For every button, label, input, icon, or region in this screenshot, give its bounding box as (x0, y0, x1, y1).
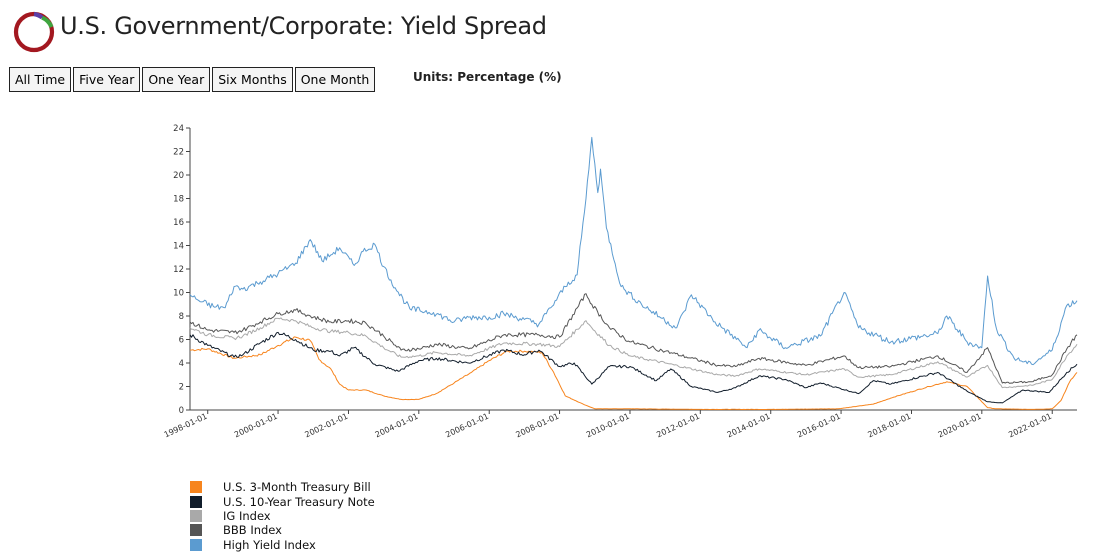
x-tick-label: 2022-01-01 (1007, 412, 1053, 440)
units-label: Units: Percentage (%) (413, 70, 562, 84)
y-tick-label: 22 (173, 148, 184, 158)
x-tick-label: 2014-01-01 (726, 412, 772, 440)
x-tick-label: 2004-01-01 (374, 412, 420, 440)
y-tick-label: 24 (173, 124, 184, 134)
range-button-all-time[interactable]: All Time (9, 67, 72, 92)
range-button-six-months[interactable]: Six Months (212, 67, 293, 92)
y-tick-label: 18 (173, 195, 184, 205)
legend-item: IG Index (190, 509, 375, 523)
x-tick-label: 1998-01-01 (163, 412, 209, 440)
y-tick-label: 16 (173, 218, 184, 228)
series-line (189, 317, 1078, 389)
time-range-buttons: All Time Five Year One Year Six Months O… (9, 67, 377, 92)
legend-item: U.S. 10-Year Treasury Note (190, 494, 375, 509)
series-line (189, 136, 1078, 366)
y-tick-label: 8 (179, 312, 184, 322)
legend-item: U.S. 3-Month Treasury Bill (190, 480, 375, 494)
logo-accent-purple (33, 11, 44, 20)
series-line (189, 331, 1078, 404)
chart-lines (189, 136, 1078, 410)
series-line (189, 336, 1078, 410)
x-tick-label: 2012-01-01 (655, 412, 701, 440)
x-tick-label: 2000-01-01 (233, 412, 279, 440)
page-title: U.S. Government/Corporate: Yield Spread (60, 12, 547, 40)
fred-logo-icon (13, 11, 55, 53)
y-tick-label: 6 (179, 336, 184, 346)
x-tick-label: 2010-01-01 (585, 412, 631, 440)
y-tick-label: 20 (173, 171, 184, 181)
x-tick-label: 2018-01-01 (866, 412, 912, 440)
legend-item: High Yield Index (190, 538, 375, 552)
x-tick-label: 2020-01-01 (937, 412, 983, 440)
x-tick-label: 2008-01-01 (514, 412, 560, 440)
chart-legend: U.S. 3-Month Treasury Bill U.S. 10-Year … (190, 480, 375, 552)
x-tick-label: 2006-01-01 (444, 412, 490, 440)
legend-swatch (190, 524, 202, 537)
range-button-five-year[interactable]: Five Year (73, 67, 141, 92)
logo-accent-green (41, 15, 54, 28)
legend-label: BBB Index (223, 523, 282, 538)
y-tick-label: 2 (179, 383, 184, 393)
legend-swatch (190, 481, 202, 494)
x-tick-label: 2002-01-01 (303, 412, 349, 440)
range-button-one-year[interactable]: One Year (142, 67, 211, 92)
legend-swatch (190, 495, 202, 508)
y-tick-label: 0 (179, 406, 184, 416)
legend-item: BBB Index (190, 523, 375, 537)
legend-label: IG Index (223, 508, 271, 523)
y-tick-label: 10 (173, 289, 184, 299)
legend-swatch (190, 538, 202, 551)
legend-label: High Yield Index (223, 537, 316, 552)
legend-label: U.S. 10-Year Treasury Note (223, 494, 375, 509)
y-tick-label: 4 (179, 359, 184, 369)
y-tick-label: 14 (173, 242, 184, 252)
legend-label: U.S. 3-Month Treasury Bill (223, 480, 371, 495)
y-tick-label: 12 (173, 265, 184, 275)
series-line (189, 293, 1078, 384)
legend-swatch (190, 509, 202, 522)
x-tick-label: 2016-01-01 (796, 412, 842, 440)
range-button-one-month[interactable]: One Month (294, 67, 376, 92)
